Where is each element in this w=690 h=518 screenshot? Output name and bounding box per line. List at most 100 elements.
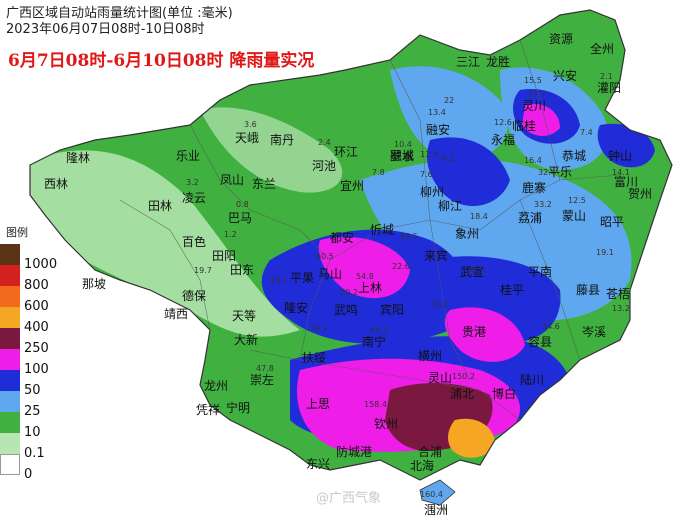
city-label: 天等 [232, 309, 257, 323]
rainfall-value: 33.2 [534, 200, 552, 209]
city-label: 灵山 [428, 371, 453, 385]
rainfall-value: 54.8 [356, 272, 374, 281]
city-label: 岑溪 [582, 325, 607, 339]
city-label: 博白 [492, 387, 517, 401]
legend-label: 50 [24, 383, 41, 398]
city-label: 桂平 [500, 283, 525, 297]
city-label: 钟山 [608, 149, 633, 163]
city-label: 都安 [330, 231, 355, 245]
city-label: 恭城 [562, 149, 587, 163]
city-label: 南宁 [362, 335, 387, 349]
city-label: 龙胜 [486, 55, 511, 69]
legend-label: 250 [24, 341, 49, 356]
city-label: 陆川 [520, 373, 545, 387]
city-label: 藤县 [576, 283, 601, 297]
legend-label: 600 [24, 299, 49, 314]
rainfall-value: 158.4 [364, 400, 387, 409]
legend-label: 0 [24, 467, 33, 482]
rainfall-value: 60.5 [316, 252, 334, 261]
legend-swatch [0, 370, 20, 391]
rainfall-value: 13.4 [428, 108, 446, 117]
rainfall-value: 45.3 [370, 326, 388, 335]
legend-swatch [0, 412, 20, 433]
map-subtitle: 6月7日08时-6月10日08时 降雨量实况 [8, 51, 315, 71]
rainfall-value: 26.1 [310, 324, 328, 333]
rainfall-value: 16.4 [524, 156, 542, 165]
rainfall-value: 19.7 [194, 266, 212, 275]
rainfall-value: 13.2 [612, 304, 630, 313]
city-label: 融安 [426, 123, 451, 137]
rainfall-value: 3.2 [186, 178, 199, 187]
city-label: 东兴 [306, 457, 331, 471]
city-label: 横州 [418, 349, 443, 363]
rainfall-value: 20.2 [340, 288, 358, 297]
legend-label: 25 [24, 404, 41, 419]
city-label: 三江 [456, 55, 481, 69]
legend-swatch [0, 307, 20, 328]
legend-swatch [0, 286, 20, 307]
city-label: 兴安 [553, 69, 578, 83]
city-label: 凤山 [220, 173, 245, 187]
rainfall-value: 7.4 [580, 128, 593, 137]
city-label: 钦州 [374, 417, 399, 431]
rainfall-value: 2.4 [318, 138, 331, 147]
legend-item: 600 [0, 286, 60, 314]
city-label: 马山 [318, 267, 343, 281]
city-label: 凌云 [182, 191, 207, 205]
city-label: 临桂 [512, 119, 537, 133]
city-label: 昭平 [600, 215, 625, 229]
legend-swatch [0, 433, 20, 454]
rainfall-value: 10.4 [394, 140, 412, 149]
legend-item: 800 [0, 265, 60, 293]
city-label: 河池 [312, 159, 337, 173]
legend-label: 10 [24, 425, 41, 440]
city-label: 天峨 [235, 131, 260, 145]
city-label: 田林 [148, 199, 173, 213]
legend-swatch [0, 391, 20, 412]
rainfall-value: 160.4 [420, 490, 443, 499]
rainfall-value: 18.4 [470, 212, 488, 221]
city-label: 百色 [182, 235, 207, 249]
rainfall-value: 19.1 [596, 248, 614, 257]
legend-item: 250 [0, 328, 60, 356]
rainfall-value: 6.3 [442, 154, 455, 163]
legend-label: 100 [24, 362, 49, 377]
rainfall-value: 22 [444, 96, 455, 105]
city-label: 隆林 [66, 151, 91, 165]
rainfall-value: 14.1 [612, 168, 630, 177]
city-label: 忻城 [370, 223, 395, 237]
city-label: 扶绥 [302, 351, 327, 365]
rainfall-value: 25.1 [270, 276, 288, 285]
city-label: 德保 [182, 289, 207, 303]
legend-item: 1000 [0, 244, 60, 272]
legend-swatch [0, 265, 20, 286]
city-label: 富川 [614, 175, 639, 189]
city-label: 环江 [334, 145, 359, 159]
city-label: 上思 [306, 397, 331, 411]
legend-item: 0.1 [0, 433, 60, 461]
legend-label: 800 [24, 278, 49, 293]
city-label: 全州 [590, 42, 615, 56]
legend-swatch [0, 454, 20, 475]
city-label: 大新 [234, 333, 259, 347]
legend-item: 10 [0, 412, 60, 440]
legend-label: 0.1 [24, 446, 45, 461]
city-label: 田东 [230, 263, 255, 277]
city-label: 平果 [290, 271, 315, 285]
city-label: 融水 [390, 149, 415, 163]
city-label: 宾阳 [380, 303, 405, 317]
rainfall-value: 63.5 [400, 232, 418, 241]
city-label: 北海 [410, 459, 435, 473]
city-label: 贵港 [462, 325, 487, 339]
rainfall-value: 32.4 [538, 168, 556, 177]
city-label: 柳州 [420, 185, 445, 199]
city-label: 武鸣 [334, 303, 359, 317]
rainfall-value: 36.1 [466, 266, 484, 275]
city-label: 西林 [44, 177, 69, 191]
city-label: 容县 [528, 335, 553, 349]
city-label: 龙州 [204, 379, 229, 393]
legend-item: 50 [0, 370, 60, 398]
city-label: 浦北 [450, 387, 475, 401]
city-label: 合浦 [418, 445, 443, 459]
city-label: 永福 [491, 133, 516, 147]
